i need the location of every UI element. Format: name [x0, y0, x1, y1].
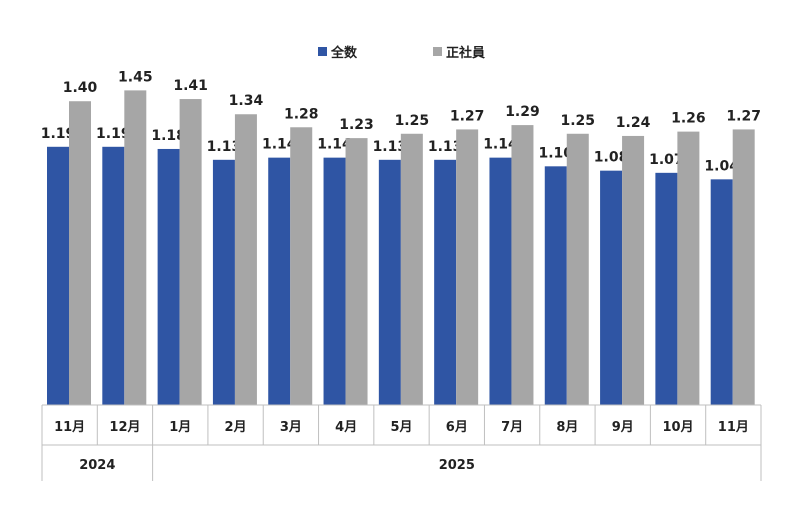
data-label-regular-8: 1.29 — [505, 104, 540, 120]
data-label-regular-4: 1.28 — [284, 106, 319, 122]
legend: 全数 正社員 — [0, 42, 800, 61]
data-label-regular-2: 1.41 — [173, 78, 208, 94]
bar-total-12 — [710, 179, 733, 405]
data-label-regular-3: 1.34 — [229, 93, 264, 109]
data-label-regular-12: 1.27 — [726, 108, 761, 124]
data-label-total-2: 1.18 — [151, 128, 186, 144]
data-label-total-6: 1.13 — [373, 139, 408, 155]
bar-regular-9 — [566, 133, 589, 405]
x-tick-label-7: 6月 — [446, 420, 468, 435]
bar-regular-7 — [456, 129, 479, 405]
bar-total-3 — [212, 159, 235, 405]
bar-total-5 — [323, 157, 346, 405]
bar-regular-1 — [124, 90, 147, 406]
x-tick-label-6: 5月 — [390, 420, 412, 435]
bar-total-7 — [434, 159, 457, 405]
data-label-total-5: 1.14 — [317, 137, 352, 153]
x-tick-label-1: 12月 — [109, 420, 140, 435]
x-tick-label-0: 11月 — [54, 420, 85, 435]
legend-swatch-total — [318, 47, 327, 56]
data-label-regular-9: 1.25 — [560, 113, 595, 129]
bar-regular-10 — [622, 135, 645, 405]
bar-regular-12 — [732, 129, 755, 405]
data-label-total-1: 1.19 — [96, 126, 131, 142]
data-label-regular-10: 1.24 — [616, 115, 651, 131]
legend-item-total: 全数 — [318, 42, 357, 61]
data-label-total-7: 1.13 — [428, 139, 463, 155]
x-tick-label-3: 2月 — [225, 420, 247, 435]
bar-regular-4 — [290, 127, 313, 405]
data-label-regular-1: 1.45 — [118, 69, 153, 85]
x-tick-label-5: 4月 — [335, 420, 357, 435]
bar-regular-8 — [511, 125, 534, 406]
year-label-1: 2025 — [439, 458, 475, 473]
legend-swatch-regular — [433, 47, 442, 56]
bar-total-4 — [268, 157, 291, 405]
bar-regular-11 — [677, 131, 700, 406]
bar-total-1 — [102, 146, 125, 405]
bar-total-2 — [157, 148, 180, 405]
data-label-regular-0: 1.40 — [63, 80, 98, 96]
data-label-total-3: 1.13 — [207, 139, 242, 155]
bar-total-9 — [544, 166, 567, 405]
x-tick-label-4: 3月 — [280, 420, 302, 435]
data-label-total-4: 1.14 — [262, 137, 297, 153]
x-tick-label-12: 11月 — [718, 420, 749, 435]
data-label-total-12: 1.04 — [704, 158, 739, 174]
bar-total-6 — [378, 159, 401, 405]
data-label-regular-5: 1.23 — [339, 117, 374, 133]
data-label-total-8: 1.14 — [483, 137, 518, 153]
data-label-total-10: 1.08 — [594, 150, 629, 166]
bar-total-11 — [655, 172, 678, 405]
x-tick-label-8: 7月 — [501, 420, 523, 435]
bar-total-8 — [489, 157, 512, 405]
data-label-regular-6: 1.25 — [395, 113, 430, 129]
data-label-regular-11: 1.26 — [671, 111, 706, 127]
bar-regular-2 — [179, 99, 202, 405]
legend-item-regular: 正社員 — [433, 42, 485, 61]
year-label-0: 2024 — [79, 458, 115, 473]
x-tick-label-2: 1月 — [169, 420, 191, 435]
bar-regular-3 — [234, 114, 257, 405]
data-label-total-0: 1.19 — [41, 126, 76, 142]
bar-total-0 — [47, 146, 69, 405]
legend-label-regular: 正社員 — [446, 46, 486, 61]
legend-label-total: 全数 — [331, 46, 358, 61]
data-label-total-9: 1.10 — [538, 145, 573, 161]
data-label-total-11: 1.07 — [649, 152, 684, 168]
bar-regular-5 — [345, 138, 368, 405]
x-tick-label-11: 10月 — [662, 420, 693, 435]
bar-regular-6 — [400, 133, 423, 405]
x-tick-label-9: 8月 — [556, 420, 578, 435]
x-tick-label-10: 9月 — [612, 420, 634, 435]
bar-regular-0 — [69, 101, 91, 406]
bar-total-10 — [600, 170, 623, 405]
data-label-regular-7: 1.27 — [450, 108, 485, 124]
